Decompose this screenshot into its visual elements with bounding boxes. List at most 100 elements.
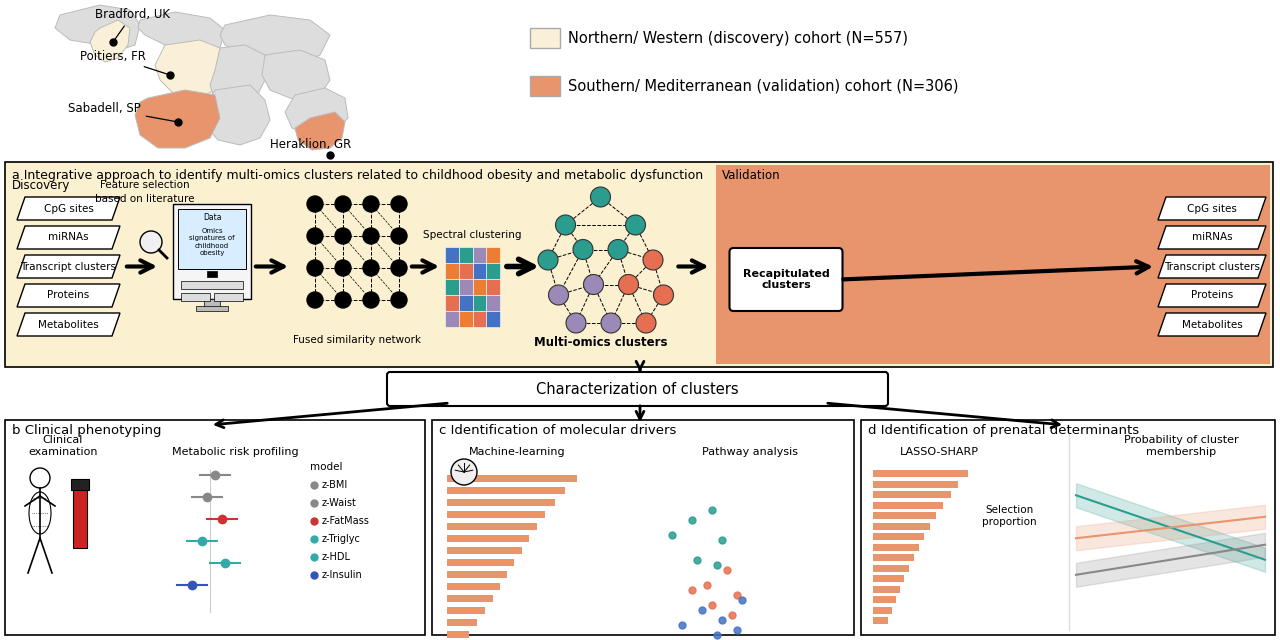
Bar bbox=[458, 311, 472, 327]
Text: Validation: Validation bbox=[722, 169, 780, 182]
Circle shape bbox=[307, 228, 323, 244]
Polygon shape bbox=[285, 88, 348, 135]
Text: Heraklion, GR: Heraklion, GR bbox=[270, 138, 351, 155]
Circle shape bbox=[590, 187, 611, 207]
Polygon shape bbox=[294, 112, 346, 150]
Bar bbox=[873, 575, 904, 582]
Circle shape bbox=[364, 196, 379, 212]
Polygon shape bbox=[262, 50, 330, 100]
Text: z-HDL: z-HDL bbox=[323, 552, 351, 562]
Text: Bradford, UK: Bradford, UK bbox=[95, 8, 170, 40]
Bar bbox=[458, 295, 472, 311]
Circle shape bbox=[538, 250, 558, 270]
Circle shape bbox=[643, 250, 663, 270]
Polygon shape bbox=[1158, 313, 1266, 336]
Text: Characterization of clusters: Characterization of clusters bbox=[536, 381, 739, 397]
Circle shape bbox=[608, 239, 628, 259]
Bar bbox=[180, 293, 210, 301]
Bar bbox=[447, 631, 468, 638]
Bar bbox=[447, 535, 529, 542]
Bar bbox=[447, 475, 577, 482]
FancyBboxPatch shape bbox=[530, 28, 561, 48]
Bar bbox=[447, 547, 522, 554]
Polygon shape bbox=[155, 40, 225, 100]
Bar bbox=[447, 619, 477, 626]
Text: b Clinical phenotyping: b Clinical phenotyping bbox=[12, 424, 161, 437]
Bar bbox=[486, 311, 500, 327]
Text: Fused similarity network: Fused similarity network bbox=[293, 335, 421, 345]
Bar bbox=[447, 523, 538, 530]
Text: miRNAs: miRNAs bbox=[49, 232, 88, 243]
Bar bbox=[486, 295, 500, 311]
Circle shape bbox=[636, 313, 657, 333]
Text: Northern/ Western (discovery) cohort (N=557): Northern/ Western (discovery) cohort (N=… bbox=[568, 31, 908, 45]
Circle shape bbox=[654, 285, 673, 305]
Bar bbox=[5, 420, 425, 635]
Text: d Identification of prenatal determinants: d Identification of prenatal determinant… bbox=[868, 424, 1139, 437]
Bar bbox=[445, 311, 458, 327]
Polygon shape bbox=[205, 85, 270, 145]
Bar bbox=[486, 279, 500, 295]
Bar bbox=[873, 564, 909, 572]
Circle shape bbox=[584, 275, 603, 294]
Bar bbox=[873, 491, 951, 498]
Text: Data: Data bbox=[202, 214, 221, 223]
Bar bbox=[873, 522, 931, 529]
Bar bbox=[70, 479, 90, 490]
Circle shape bbox=[549, 285, 568, 305]
Text: Metabolites: Metabolites bbox=[1181, 319, 1243, 330]
Circle shape bbox=[140, 231, 163, 253]
Polygon shape bbox=[134, 90, 220, 148]
Polygon shape bbox=[1158, 197, 1266, 220]
Text: Multi-omics clusters: Multi-omics clusters bbox=[534, 335, 667, 349]
Bar bbox=[447, 487, 564, 494]
Circle shape bbox=[335, 228, 351, 244]
Bar bbox=[486, 263, 500, 279]
Bar bbox=[472, 263, 486, 279]
Circle shape bbox=[307, 196, 323, 212]
Bar bbox=[445, 295, 458, 311]
Bar bbox=[447, 511, 545, 518]
Bar bbox=[445, 279, 458, 295]
Circle shape bbox=[390, 196, 407, 212]
Polygon shape bbox=[90, 20, 131, 62]
Polygon shape bbox=[17, 226, 120, 249]
Circle shape bbox=[566, 313, 586, 333]
Polygon shape bbox=[17, 197, 120, 220]
Bar bbox=[447, 559, 515, 566]
FancyBboxPatch shape bbox=[530, 76, 561, 96]
Text: Metabolites: Metabolites bbox=[38, 319, 99, 330]
Bar bbox=[173, 204, 251, 299]
Text: CpG sites: CpG sites bbox=[1187, 204, 1236, 214]
Polygon shape bbox=[220, 15, 330, 65]
Text: a Integrative approach to identify multi-omics clusters related to childhood obe: a Integrative approach to identify multi… bbox=[12, 168, 703, 182]
Bar bbox=[207, 271, 218, 277]
Text: miRNAs: miRNAs bbox=[1192, 232, 1233, 243]
Circle shape bbox=[626, 215, 645, 235]
Text: Pathway analysis: Pathway analysis bbox=[701, 447, 797, 457]
Bar bbox=[861, 420, 1275, 635]
Circle shape bbox=[364, 292, 379, 308]
Bar bbox=[873, 543, 919, 550]
Bar bbox=[873, 481, 957, 488]
Circle shape bbox=[364, 260, 379, 276]
Bar bbox=[873, 533, 924, 540]
Circle shape bbox=[307, 260, 323, 276]
Text: z-Triglyc: z-Triglyc bbox=[323, 534, 361, 544]
Bar bbox=[458, 247, 472, 263]
Text: z-BMI: z-BMI bbox=[323, 480, 348, 490]
Circle shape bbox=[602, 313, 621, 333]
Text: Poitiers, FR: Poitiers, FR bbox=[79, 50, 168, 74]
Text: CpG sites: CpG sites bbox=[44, 204, 93, 214]
Bar bbox=[180, 281, 243, 289]
Text: LASSO-SHARP: LASSO-SHARP bbox=[900, 447, 978, 457]
Bar bbox=[472, 247, 486, 263]
Circle shape bbox=[364, 228, 379, 244]
Text: Machine-learning: Machine-learning bbox=[468, 447, 566, 457]
Circle shape bbox=[335, 260, 351, 276]
Bar bbox=[873, 596, 896, 603]
Text: z-FatMass: z-FatMass bbox=[323, 516, 370, 526]
Text: Spectral clustering: Spectral clustering bbox=[424, 230, 522, 240]
Text: Feature selection
based on literature: Feature selection based on literature bbox=[95, 180, 195, 204]
Circle shape bbox=[573, 239, 593, 259]
